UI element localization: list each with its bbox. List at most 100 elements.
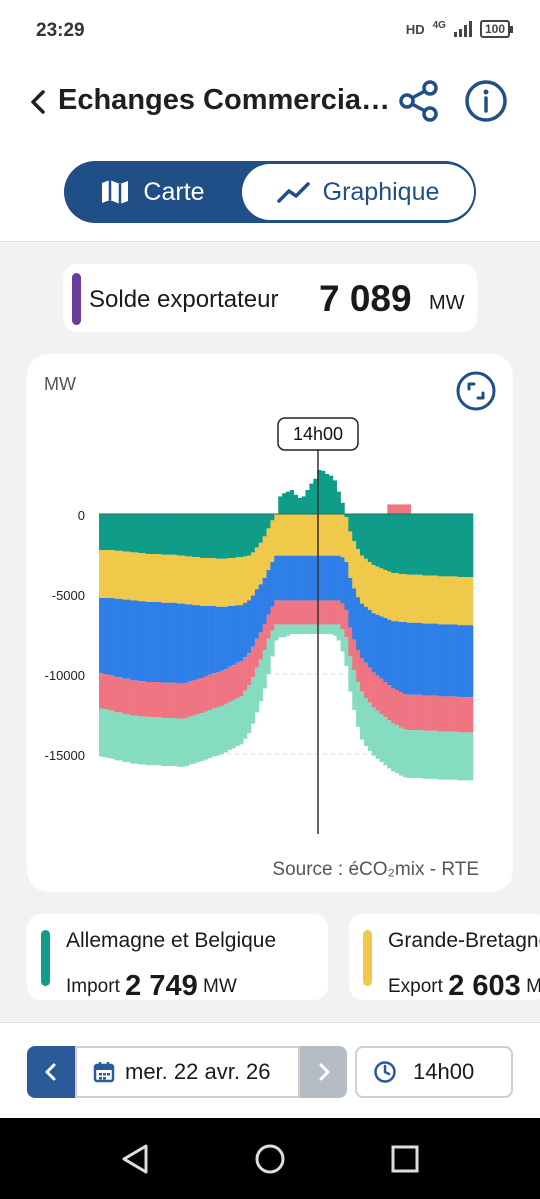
chart-bar-segment [356,682,361,727]
chart-bar-segment [465,732,470,781]
chart-bar-segment [430,730,435,779]
chart-bar-segment [270,606,275,631]
chart-bar-segment [266,638,271,674]
chart-bar-segment [149,682,154,718]
chevron-right-icon [319,1063,329,1081]
chart-bar-segment [371,565,376,614]
chart-bar-segment [99,550,104,598]
info-icon[interactable] [463,78,509,124]
chart-bar-segment [309,514,314,556]
chart-bar-segment [379,678,384,714]
chart-bar-segment [321,514,326,556]
chart-bar-segment [118,677,123,713]
chart-bar-segment [102,514,108,550]
chart-bar-segment [118,550,123,599]
chart-bar-segment [375,514,380,567]
chart-bar-segment [313,600,318,625]
chart-bar-segment [461,514,466,578]
chart-bar-segment [173,682,178,718]
chart-bar-segment [188,556,193,605]
chart-bar-segment [309,555,314,601]
chart-bar-segment [247,514,252,556]
chart-bar-segment [262,536,267,578]
chart-bar-segment [297,555,302,601]
exchange-chart[interactable]: 0 -5000 -10000 -15000 14h00 [27,354,513,854]
chart-bar-segment [286,624,291,636]
chart-bar-segment [106,710,111,758]
home-circle-icon[interactable] [252,1142,288,1176]
chart-bar-segment [239,557,244,606]
chart-bar-segment [328,514,334,556]
share-icon[interactable] [396,78,442,124]
chart-bar-segment [395,514,400,574]
chart-bar-segment [161,718,166,766]
tab-carte[interactable]: Carte [64,161,240,223]
chart-bar-segment [461,625,466,698]
chart-bar-segment [250,514,256,553]
chart-bar-segment [157,554,162,602]
chart-bar-segment [153,554,158,602]
chart-bar-segment [289,514,295,556]
tab-graphique[interactable]: Graphique [242,164,474,220]
chart-bar-segment [297,600,302,625]
chart-bar-segment [270,514,275,521]
recents-square-icon[interactable] [388,1142,422,1176]
chart-bar-segment [387,619,392,686]
chart-bar-segment [383,570,388,618]
chart-bar-segment [336,624,341,641]
time-picker[interactable]: 14h00 [355,1046,513,1098]
chart-bar-segment [184,604,189,683]
chart-bar-segment [278,600,283,625]
chart-bar-segment [286,555,291,601]
chart-bar-segment [379,568,384,617]
chart-bar-segment [317,600,322,625]
chart-bar-segment [449,696,454,732]
next-day-button[interactable] [300,1046,347,1098]
country-card[interactable]: Grande-Bretagne Export 2 603 MW [349,914,540,1000]
chart-bar-segment [430,695,435,731]
chart-bar-segment [110,675,115,711]
chart-bar-segment [457,697,462,733]
chart-bar-segment [418,694,423,730]
signal-icon [453,21,472,37]
chart-bar-segment [321,624,326,635]
chart-bar-segment [192,605,197,681]
chart-bar-segment [441,624,447,697]
chart-bar-segment [356,597,361,650]
chart-bar-segment [445,696,450,732]
chart-bar-segment [293,555,298,601]
chart-bar-segment [286,491,291,514]
back-triangle-icon[interactable] [118,1142,154,1176]
previous-day-button[interactable] [27,1046,75,1098]
chart-bar-segment [305,555,310,601]
chart-bar-segment [223,704,228,753]
chart-bar-segment [324,600,330,625]
chart-bar-segment [235,605,240,663]
page-title: Echanges Commercia… [58,84,391,116]
solde-value: 7 089 [319,278,412,319]
chart-bar-segment [321,600,326,625]
chart-bar-segment [418,514,423,575]
chart-unit-label: MW [44,374,76,394]
chart-bar-segment [208,514,213,558]
chart-bar-segment [422,575,427,624]
chart-bar-segment [223,558,228,607]
chart-bar-segment [180,514,186,556]
chart-bar-segment [398,727,404,776]
chart-bar-segment [344,517,349,562]
network-type-label: 4G [432,19,446,31]
chart-bar-segment [469,697,474,733]
country-card[interactable]: Allemagne et Belgique Import 2 749 MW [27,914,328,1000]
chart-bar-segment [99,708,104,757]
date-picker[interactable]: mer. 22 avr. 26 [75,1046,300,1098]
chart-bar-segment [153,514,158,554]
chart-bar-segment [348,627,353,657]
chart-bar-segment [360,603,365,658]
chart-bar-segment [395,725,400,774]
expand-icon[interactable] [455,370,497,412]
chart-bar-segment [215,606,221,673]
flow-type: Export [388,976,443,997]
chevron-left-icon[interactable] [24,84,54,120]
chart-bar-segment [360,691,365,740]
chart-bar-segment [250,646,256,678]
